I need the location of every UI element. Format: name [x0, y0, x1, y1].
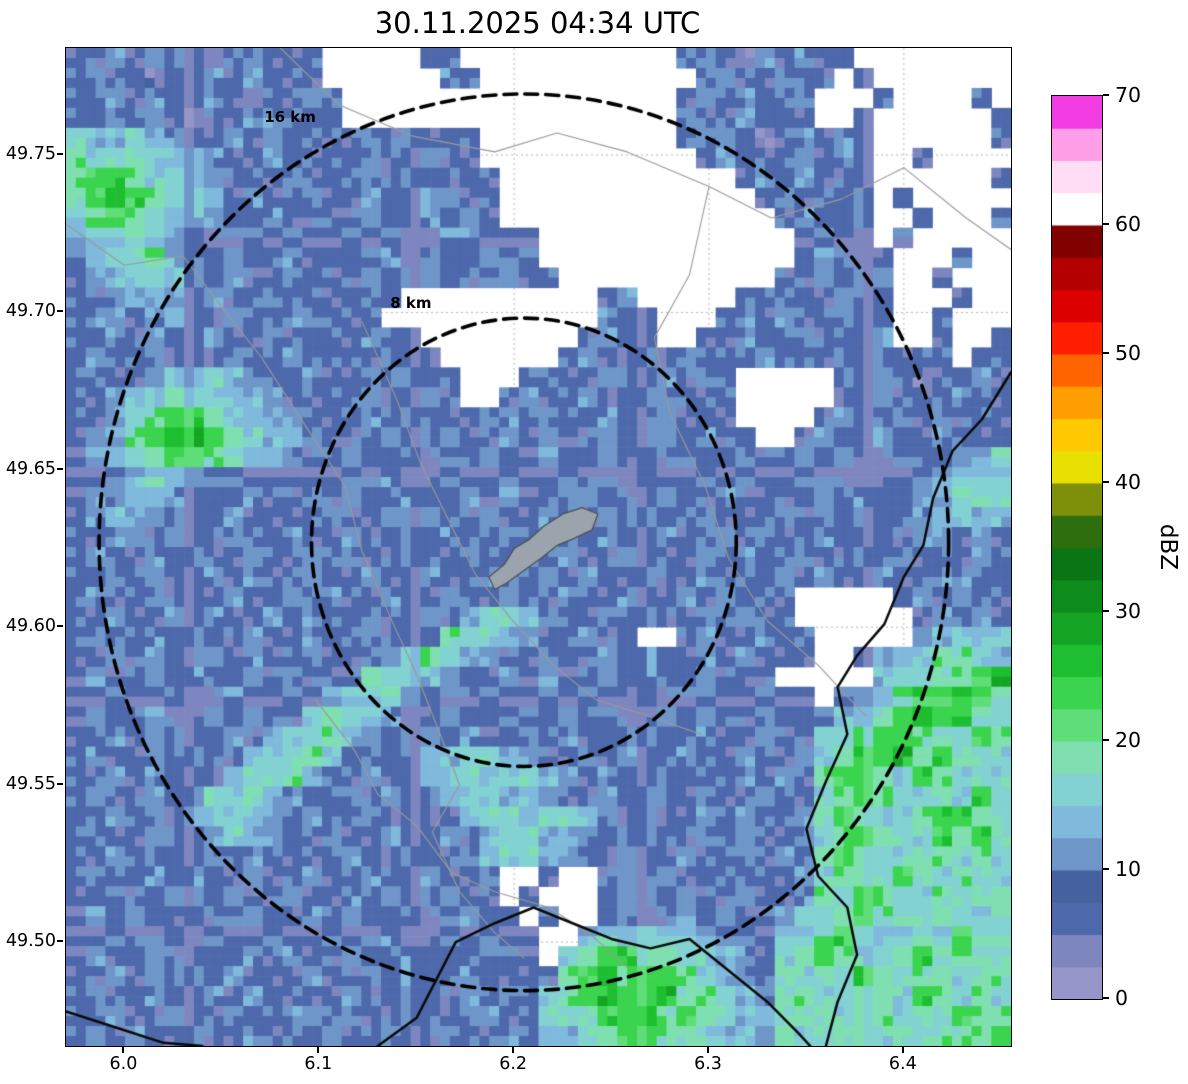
colorbar-tick-label: 20: [1115, 728, 1142, 752]
colorbar-tick-mark: [1103, 868, 1109, 870]
colorbar-tick-mark: [1103, 739, 1109, 741]
x-tick-mark: [706, 1047, 709, 1053]
plot-title: 30.11.2025 04:34 UTC: [374, 6, 701, 40]
colorbar-tick-label: 30: [1115, 599, 1142, 623]
x-tick-label: 6.0: [109, 1054, 138, 1074]
y-tick-mark: [57, 940, 63, 943]
colorbar-tick-label: 70: [1115, 83, 1142, 107]
colorbar-tick-label: 0: [1115, 986, 1129, 1010]
x-tick-label: 6.4: [888, 1054, 917, 1074]
x-tick-mark: [317, 1047, 320, 1053]
y-tick-label: 49.65: [5, 458, 56, 479]
y-tick-mark: [57, 310, 63, 313]
y-tick-label: 49.50: [5, 931, 56, 952]
range-ring-label-8km: 8 km: [390, 294, 432, 312]
y-tick-mark: [57, 153, 63, 156]
plot-area: 8 km 16 km: [65, 47, 1012, 1047]
y-tick-label: 49.60: [5, 616, 56, 637]
colorbar-label: dBZ: [1155, 523, 1181, 570]
x-tick-label: 6.1: [304, 1054, 333, 1074]
colorbar-tick-mark: [1103, 610, 1109, 612]
x-tick-mark: [122, 1047, 125, 1053]
colorbar-tick-label: 10: [1115, 857, 1142, 881]
y-tick-label: 49.55: [5, 773, 56, 794]
range-ring-label-16km: 16 km: [264, 108, 316, 127]
colorbar-tick-mark: [1103, 997, 1109, 999]
x-tick-mark: [901, 1047, 904, 1053]
colorbar-tick-label: 60: [1115, 212, 1142, 236]
colorbar-gradient-canvas: [1051, 95, 1103, 1000]
radar-map-canvas: [66, 48, 1011, 1046]
colorbar-tick-label: 40: [1115, 470, 1142, 494]
x-tick-label: 6.3: [694, 1054, 722, 1074]
colorbar-tick-mark: [1103, 352, 1109, 354]
y-tick-label: 49.70: [5, 301, 56, 322]
y-tick-label: 49.75: [5, 144, 56, 165]
colorbar-tick-label: 50: [1115, 341, 1142, 365]
y-tick-mark: [57, 782, 63, 785]
colorbar: 0 10 20 30 40 50 60 70 dBZ: [1051, 83, 1188, 1010]
y-tick-mark: [57, 625, 63, 628]
colorbar-tick-mark: [1103, 481, 1109, 483]
y-tick-mark: [57, 467, 63, 470]
x-tick-label: 6.2: [499, 1054, 528, 1074]
x-tick-mark: [512, 1047, 515, 1053]
colorbar-tick-mark: [1103, 94, 1109, 96]
colorbar-tick-mark: [1103, 223, 1109, 225]
